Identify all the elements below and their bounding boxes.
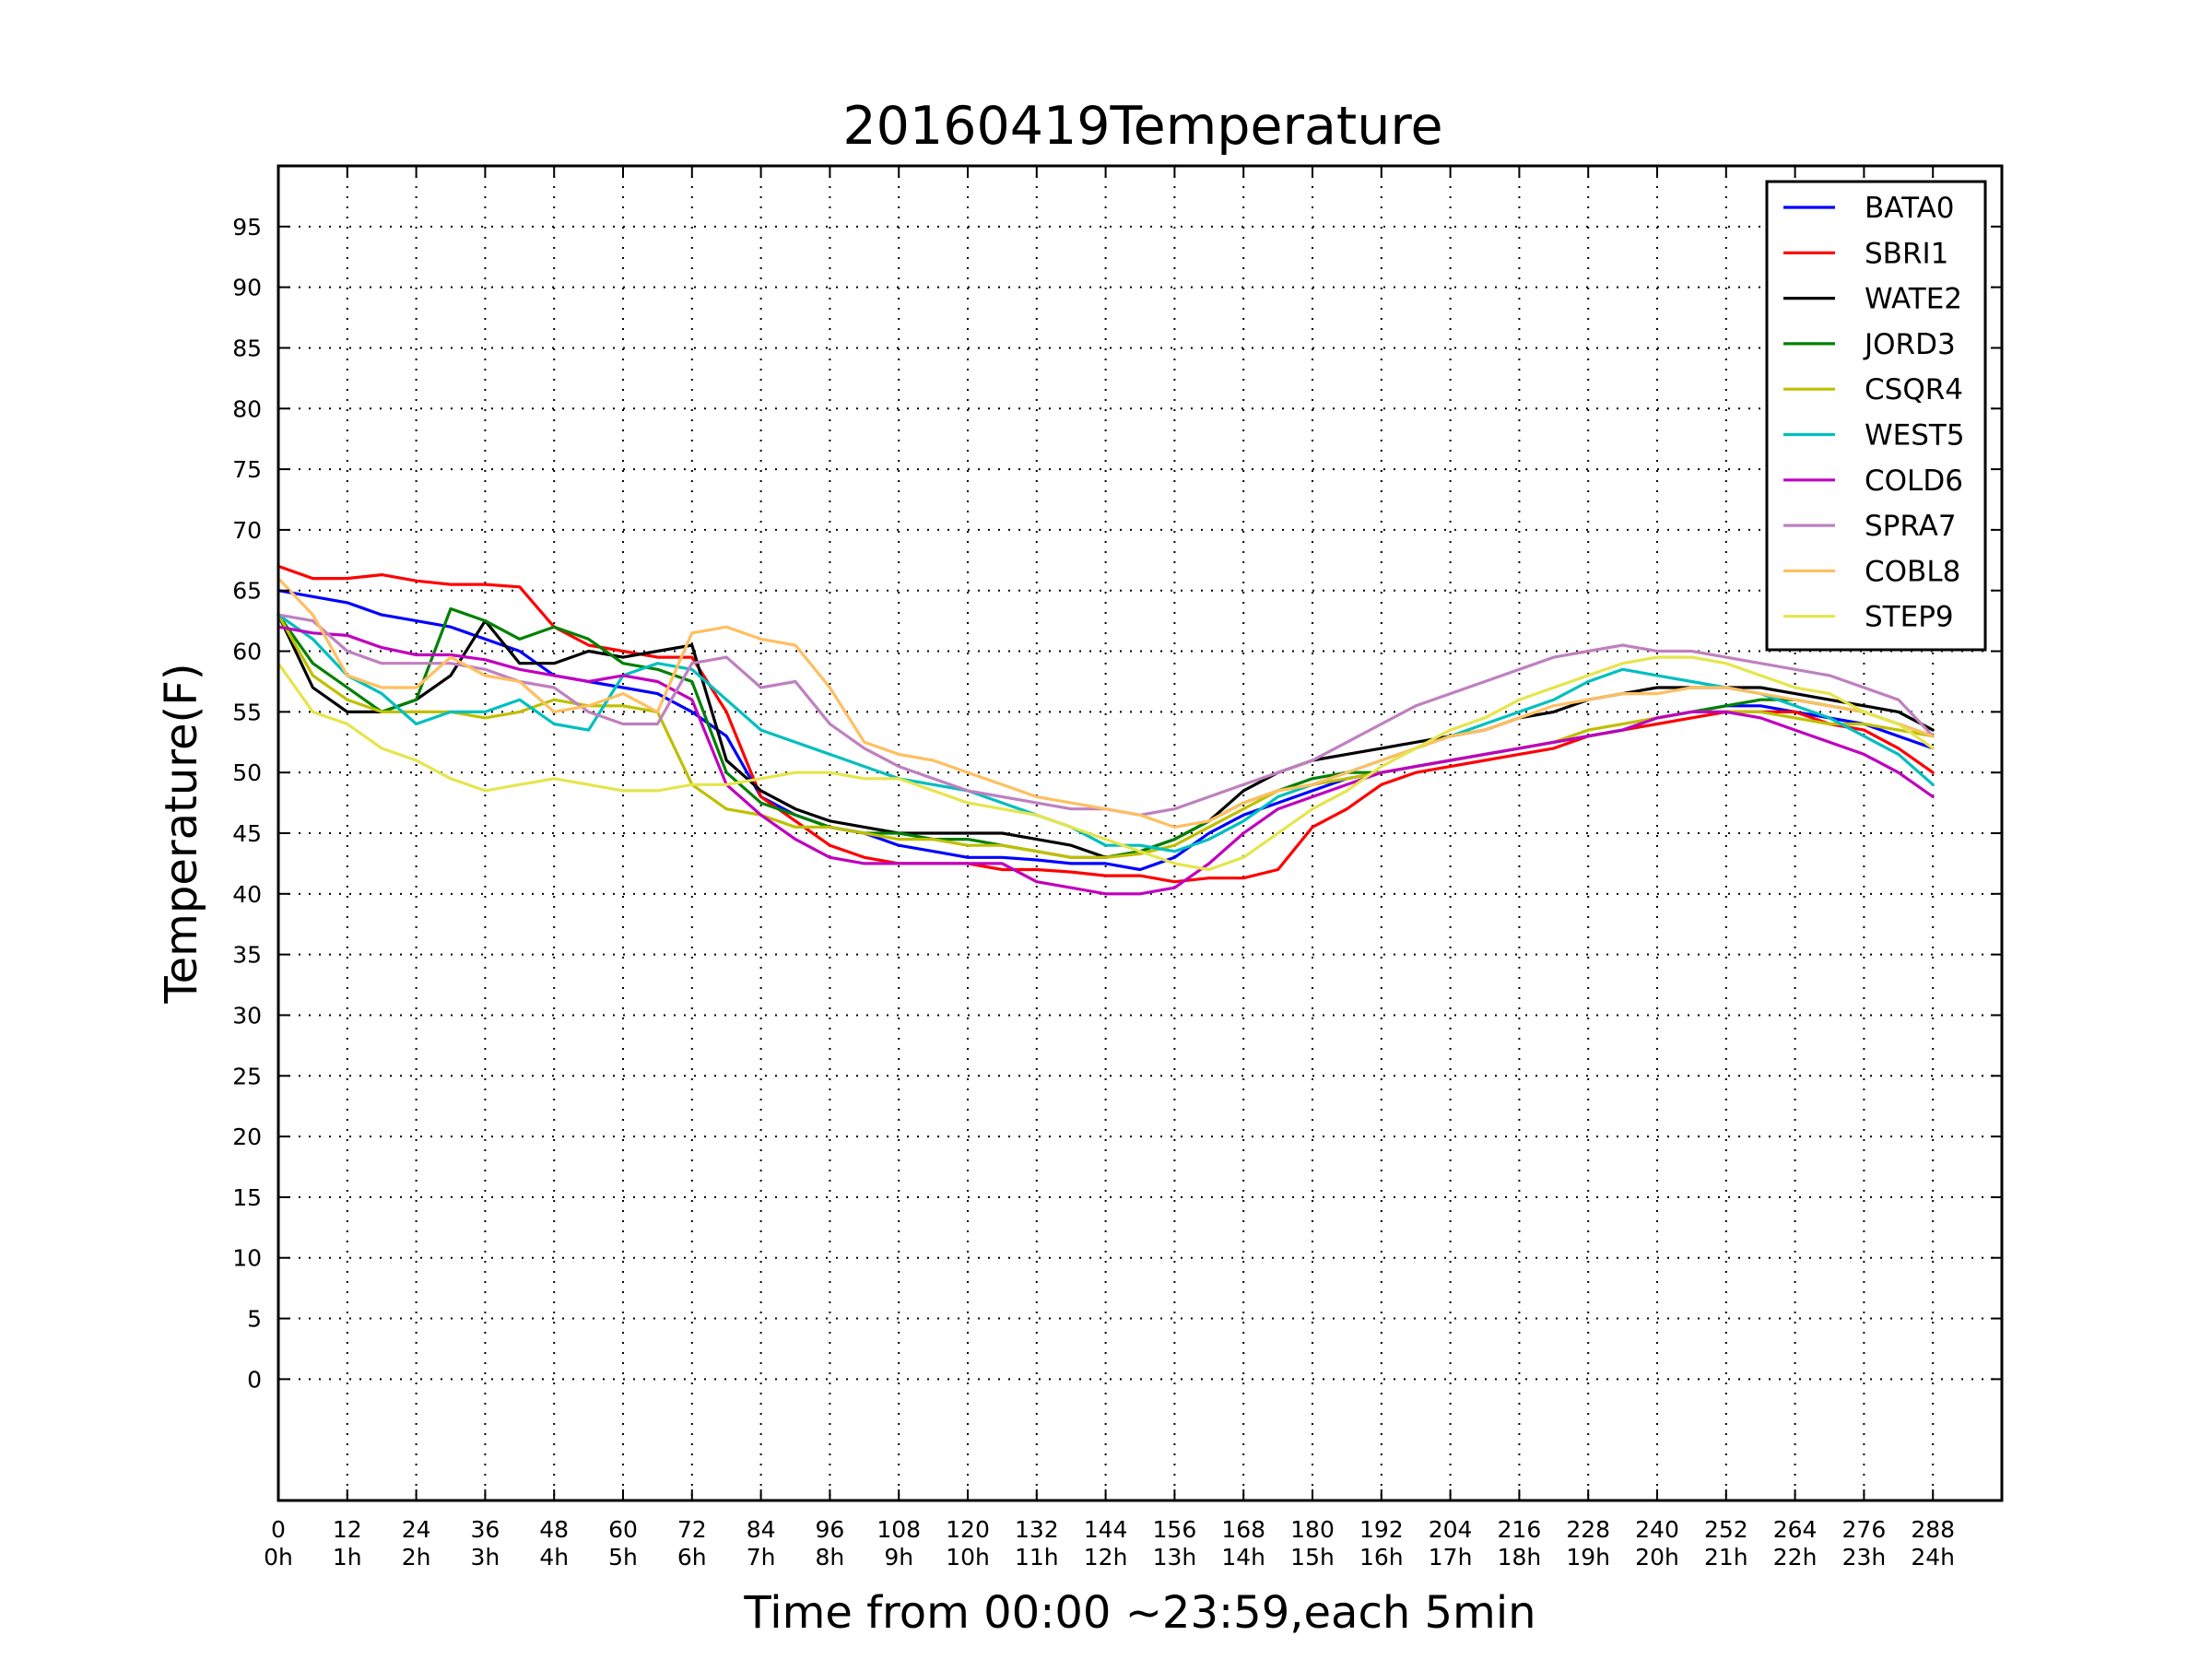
legend-label-sbri1: SBRI1 bbox=[1865, 237, 1948, 270]
x-tick-label: 60 bbox=[608, 1516, 638, 1543]
y-tick-label: 15 bbox=[232, 1184, 262, 1211]
x-tick-sublabel: 16h bbox=[1359, 1544, 1404, 1571]
y-tick-label: 90 bbox=[232, 275, 262, 301]
x-tick-sublabel: 1h bbox=[333, 1544, 362, 1571]
x-tick-sublabel: 19h bbox=[1566, 1544, 1610, 1571]
x-tick-sublabel: 20h bbox=[1635, 1544, 1679, 1571]
x-tick-label: 240 bbox=[1635, 1516, 1679, 1543]
x-tick-label: 108 bbox=[877, 1516, 921, 1543]
y-tick-label: 5 bbox=[247, 1306, 262, 1333]
x-tick-label: 144 bbox=[1084, 1516, 1128, 1543]
x-tick-sublabel: 22h bbox=[1773, 1544, 1818, 1571]
legend-label-step9: STEP9 bbox=[1865, 601, 1954, 634]
legend-label-west5: WEST5 bbox=[1865, 419, 1965, 453]
x-tick-sublabel: 5h bbox=[608, 1544, 638, 1571]
series-lines bbox=[276, 564, 1935, 896]
y-tick-label: 30 bbox=[232, 1002, 262, 1029]
axis-ticks: 00h121h242h363h484h605h726h847h968h1089h… bbox=[232, 166, 2002, 1571]
x-tick-label: 120 bbox=[946, 1516, 990, 1543]
y-tick-label: 10 bbox=[232, 1245, 262, 1272]
x-tick-sublabel: 15h bbox=[1290, 1544, 1335, 1571]
x-tick-label: 180 bbox=[1290, 1516, 1335, 1543]
x-tick-sublabel: 3h bbox=[471, 1544, 500, 1571]
y-tick-label: 40 bbox=[232, 881, 262, 908]
legend-label-cold6: COLD6 bbox=[1865, 465, 1963, 498]
x-axis-label: Time from 00:00 ~23:59,each 5min bbox=[743, 1587, 1535, 1639]
y-tick-label: 85 bbox=[232, 335, 262, 361]
y-axis-label: Temperature(F) bbox=[156, 663, 207, 1004]
x-tick-label: 228 bbox=[1566, 1516, 1610, 1543]
legend: BATA0 SBRI1 WATE2 JORD3 CSQR4 WEST5 COLD6 SPRA7… bbox=[1765, 180, 1987, 652]
x-tick-label: 24 bbox=[402, 1516, 431, 1543]
x-tick-sublabel: 23h bbox=[1842, 1544, 1887, 1571]
x-tick-label: 192 bbox=[1359, 1516, 1404, 1543]
legend-label-cobl8: COBL8 bbox=[1865, 555, 1960, 588]
legend-label-jord3: JORD3 bbox=[1863, 328, 1956, 361]
legend-label-csqr4: CSQR4 bbox=[1865, 373, 1963, 406]
x-tick-sublabel: 21h bbox=[1704, 1544, 1748, 1571]
series-line-cobl8 bbox=[276, 576, 1935, 830]
series-line-jord3 bbox=[276, 606, 1935, 859]
x-tick-sublabel: 12h bbox=[1084, 1544, 1128, 1571]
x-tick-sublabel: 6h bbox=[677, 1544, 707, 1571]
y-tick-label: 0 bbox=[247, 1366, 262, 1393]
y-tick-label: 35 bbox=[232, 942, 262, 969]
x-tick-sublabel: 9h bbox=[884, 1544, 913, 1571]
legend-label-spra7: SPRA7 bbox=[1865, 510, 1957, 543]
x-tick-label: 168 bbox=[1221, 1516, 1265, 1543]
x-tick-label: 132 bbox=[1015, 1516, 1059, 1543]
x-tick-sublabel: 7h bbox=[747, 1544, 776, 1571]
x-tick-label: 84 bbox=[747, 1516, 776, 1543]
x-tick-label: 48 bbox=[539, 1516, 569, 1543]
x-tick-label: 288 bbox=[1911, 1516, 1955, 1543]
y-tick-label: 60 bbox=[232, 639, 262, 665]
y-tick-label: 20 bbox=[232, 1124, 262, 1150]
x-tick-label: 264 bbox=[1773, 1516, 1818, 1543]
x-tick-label: 0 bbox=[271, 1516, 286, 1543]
x-tick-label: 12 bbox=[333, 1516, 362, 1543]
x-tick-label: 216 bbox=[1498, 1516, 1542, 1543]
series-line-west5 bbox=[276, 613, 1935, 853]
legend-label-bata0: BATA0 bbox=[1865, 192, 1955, 225]
y-tick-label: 75 bbox=[232, 456, 262, 483]
x-tick-label: 72 bbox=[677, 1516, 707, 1543]
y-tick-label: 45 bbox=[232, 820, 262, 847]
y-tick-label: 70 bbox=[232, 517, 262, 544]
y-tick-label: 95 bbox=[232, 214, 262, 241]
x-tick-sublabel: 17h bbox=[1429, 1544, 1473, 1571]
x-tick-sublabel: 2h bbox=[402, 1544, 431, 1571]
x-tick-sublabel: 14h bbox=[1221, 1544, 1265, 1571]
series-line-cold6 bbox=[276, 625, 1935, 896]
x-tick-label: 252 bbox=[1704, 1516, 1748, 1543]
x-tick-sublabel: 8h bbox=[816, 1544, 845, 1571]
chart-title: 20160419Temperature bbox=[842, 96, 1442, 157]
y-tick-label: 55 bbox=[232, 699, 262, 725]
x-tick-label: 204 bbox=[1429, 1516, 1473, 1543]
grid-lines bbox=[278, 166, 2002, 1500]
x-tick-sublabel: 0h bbox=[264, 1544, 293, 1571]
x-tick-sublabel: 4h bbox=[539, 1544, 569, 1571]
legend-label-wate2: WATE2 bbox=[1865, 283, 1962, 316]
x-tick-label: 96 bbox=[815, 1516, 844, 1543]
y-tick-label: 80 bbox=[232, 395, 262, 422]
x-tick-sublabel: 18h bbox=[1498, 1544, 1542, 1571]
x-tick-sublabel: 10h bbox=[946, 1544, 990, 1571]
y-tick-label: 25 bbox=[232, 1063, 262, 1089]
x-tick-label: 36 bbox=[470, 1516, 500, 1543]
x-tick-label: 156 bbox=[1153, 1516, 1197, 1543]
series-line-step9 bbox=[276, 655, 1935, 872]
x-tick-sublabel: 11h bbox=[1015, 1544, 1059, 1571]
y-tick-label: 65 bbox=[232, 578, 262, 605]
x-tick-label: 276 bbox=[1842, 1516, 1887, 1543]
x-tick-sublabel: 24h bbox=[1911, 1544, 1955, 1571]
x-tick-sublabel: 13h bbox=[1153, 1544, 1197, 1571]
y-tick-label: 50 bbox=[232, 759, 262, 786]
